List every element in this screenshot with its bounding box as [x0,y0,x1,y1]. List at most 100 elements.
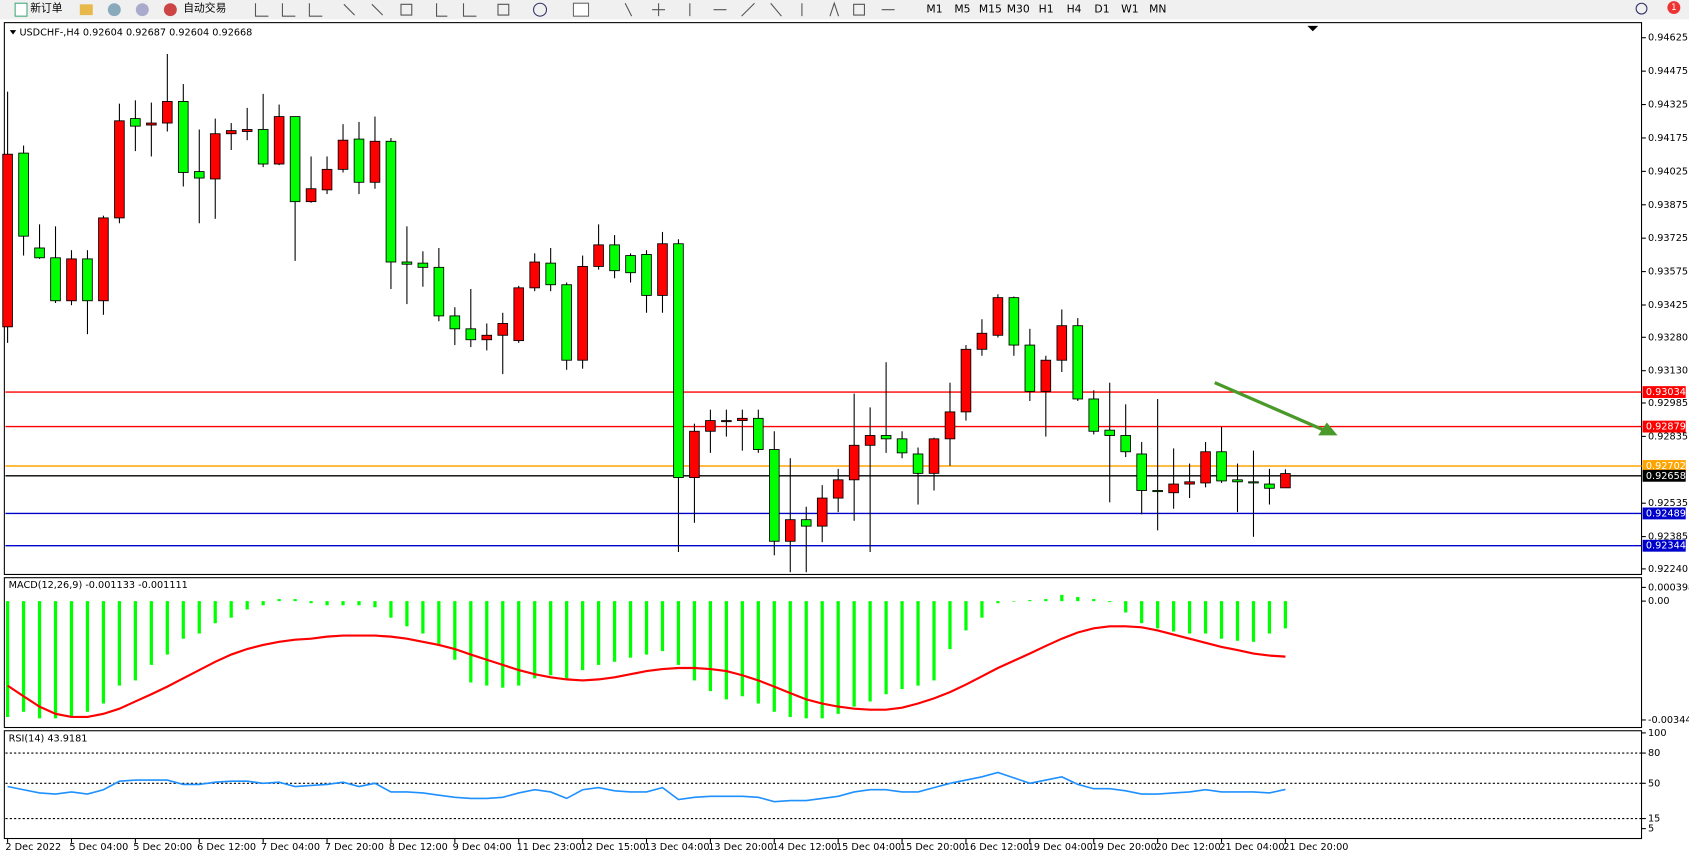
chart-shift-marker[interactable] [1307,25,1319,32]
price-level-box [1642,539,1686,552]
candle-body [1248,481,1259,484]
macd-bar [708,601,713,692]
candle-body [529,261,540,289]
candle-body [737,417,748,422]
candle-body [1280,473,1291,489]
macd-bar [676,601,681,665]
macd-bar [501,601,505,688]
candle-body [417,262,429,268]
y-tick-label: 0.94175 [1648,133,1688,144]
candle-body [960,348,972,413]
macd-bar [788,601,792,717]
macd-bar [1267,601,1272,634]
macd-bar [21,601,26,712]
icon[interactable] [135,3,149,17]
y-tick-label: 0.94625 [1648,33,1688,44]
y-tick-label: 80 [1648,748,1660,759]
macd-bar [1251,601,1256,642]
macd-bar [293,599,297,602]
timeframe-button[interactable]: W1 [1121,3,1139,16]
candle-body [864,435,876,446]
y-tick-label: 15 [1648,814,1660,825]
x-tick-label: 11 Dec 23:00 [517,842,582,853]
candle-body [1152,490,1163,493]
y-tick-label: 0.92385 [1648,532,1688,543]
toolbar-icons[interactable] [254,1,895,17]
timeframe-button[interactable]: M30 [1007,3,1030,16]
icon-search[interactable] [1635,2,1648,15]
macd-bar [1012,601,1016,602]
icon[interactable] [107,3,121,17]
x-tick-label: 20 Dec 12:00 [1155,842,1220,853]
notification-badge[interactable] [1667,1,1681,15]
chart-title: USDCHF-,H4 0.92604 0.92687 0.92604 0.926… [19,27,252,38]
x-tick-label: 8 Dec 12:00 [389,842,448,853]
candle-body [82,258,93,302]
timeframe-button[interactable]: H4 [1067,3,1082,16]
macd-bar [405,601,409,627]
candle-body [1104,429,1116,436]
macd-bar [836,601,840,714]
timeframe-button[interactable]: M1 [926,3,942,16]
macd-bar [644,601,649,655]
macd-bar [740,601,744,697]
icon-template[interactable] [572,2,590,17]
candle-body [337,139,349,170]
candle-body [1024,344,1036,392]
icon-new-order[interactable] [14,2,28,17]
toolbar: 新订单 自动交易 M1 M5 M15 M30 H1 H4 D1 W1 MN 1 [0,0,1689,20]
icon-autotrade[interactable] [163,3,177,17]
candle-body [577,266,588,361]
timeframe-button[interactable]: M5 [954,3,970,16]
candle-body [225,130,237,135]
macd-bar [389,601,393,618]
macd-bar [1108,601,1112,603]
macd-bar [5,601,10,717]
price-level-label: 0.92879 [1646,422,1686,433]
candle-body [1264,483,1275,489]
macd-bar [261,601,265,606]
timeframe-button[interactable]: M15 [979,3,1002,16]
autotrade-button[interactable]: 自动交易 [183,2,226,15]
x-tick-label: 19 Dec 04:00 [1028,842,1093,853]
macd-bar [884,601,888,695]
macd-panel [3,577,1643,729]
y-tick-label: 0.92835 [1648,431,1688,442]
icon-clock[interactable] [533,2,548,17]
price-level-label: 0.92658 [1646,471,1686,482]
macd-bar [85,601,90,712]
candle-body [992,297,1004,336]
candle-body [593,244,604,267]
candle-body [193,171,205,179]
icon[interactable] [79,4,93,16]
macd-bar [932,601,936,681]
macd-bar [245,601,249,610]
timeframe-button[interactable]: D1 [1094,3,1109,16]
macd-bar [724,601,728,700]
y-tick-label: 50 [1648,778,1660,789]
x-tick-label: 12 Dec 15:00 [580,842,645,853]
new-order-button[interactable]: 新订单 [30,2,63,15]
macd-bar [533,601,537,679]
macd-bar [948,601,952,650]
x-tick-label: 9 Dec 04:00 [453,842,512,853]
macd-bar [1028,600,1032,602]
macd-bar [612,601,617,662]
macd-bar [964,601,968,631]
macd-bar [453,601,457,660]
x-tick-label: 19 Dec 20:00 [1092,842,1157,853]
macd-bar [309,601,313,604]
candle-body [1136,453,1147,491]
candle-body [98,217,109,302]
x-tick-label: 13 Dec 04:00 [644,842,709,853]
price-level-box [1642,386,1686,398]
macd-bar [213,601,217,624]
price-level-label: 0.93034 [1646,387,1686,398]
x-tick-label: 16 Dec 12:00 [964,842,1029,853]
y-tick-label: 0.93425 [1648,300,1688,311]
macd-bar [1283,601,1288,629]
candle-body [1232,479,1243,483]
timeframe-button[interactable]: H1 [1039,3,1054,16]
timeframe-button[interactable]: MN [1149,3,1166,16]
candle-body [178,101,189,173]
